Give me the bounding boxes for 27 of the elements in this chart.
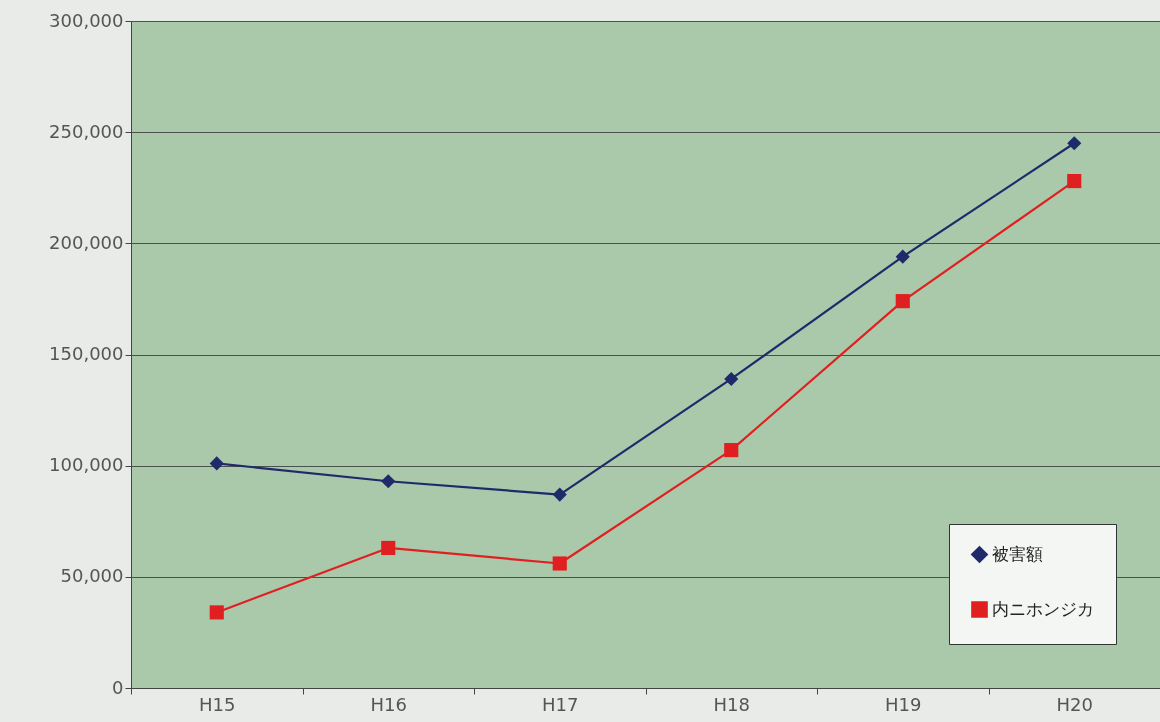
point — [1067, 136, 1082, 151]
legend-label: 内ニホンジカ — [992, 598, 1094, 619]
y-tick-label: 200,000 — [49, 231, 124, 253]
x-tick-label: H18 — [713, 693, 750, 715]
point — [724, 443, 739, 458]
y-tick-label: 50,000 — [60, 565, 124, 587]
point — [895, 294, 910, 309]
y-tick-label: 0 — [112, 676, 124, 698]
x-tick-label: H19 — [885, 693, 922, 715]
point — [381, 540, 396, 555]
point — [1067, 174, 1082, 189]
y-tick-label: 300,000 — [49, 9, 124, 31]
point — [552, 487, 567, 502]
y-tick-label: 250,000 — [49, 120, 124, 142]
point — [895, 249, 910, 264]
point — [209, 456, 224, 471]
y-tick-label: 150,000 — [49, 343, 124, 364]
y-tick-label: 100,000 — [49, 454, 124, 476]
point — [209, 605, 224, 620]
x-tick-label: H16 — [370, 693, 407, 715]
x-tick-label: H17 — [542, 693, 579, 715]
x-tick-label: H15 — [199, 693, 236, 715]
point — [552, 556, 567, 571]
point — [724, 371, 739, 387]
legend-label: 被害額 — [992, 543, 1043, 564]
x-tick-label: H20 — [1056, 693, 1093, 715]
point — [381, 474, 396, 489]
